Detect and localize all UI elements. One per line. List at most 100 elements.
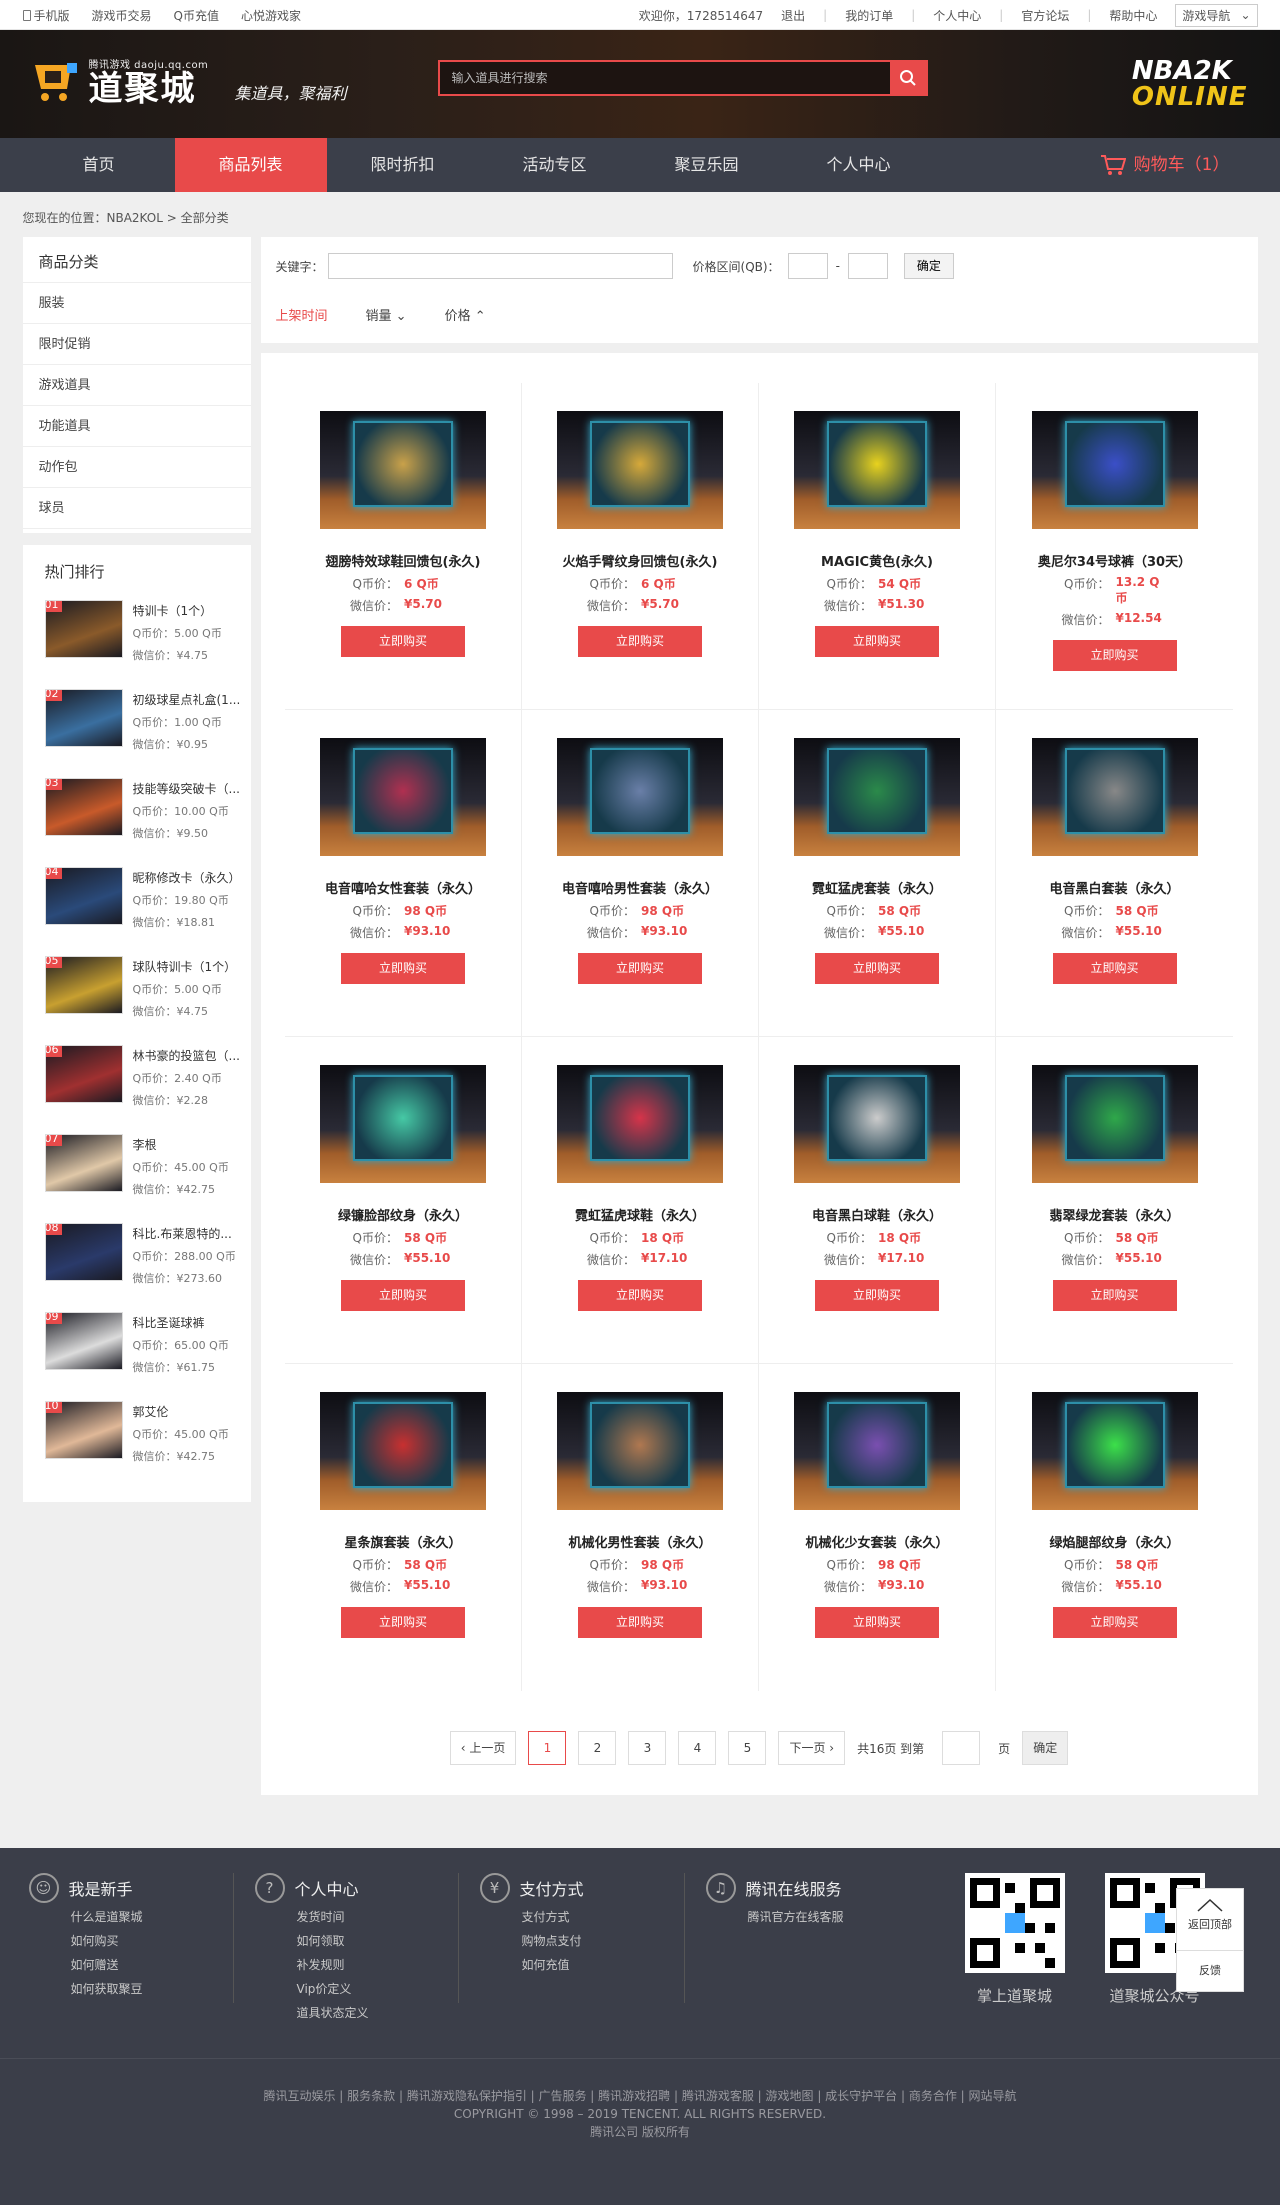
nba2k-online-logo[interactable]: NBA2K ONLINE <box>1132 58 1248 110</box>
category-item[interactable]: 游戏道具 <box>22 365 251 406</box>
product-name[interactable]: 霓虹猛虎球鞋（永久） <box>574 1209 705 1224</box>
filter-ok-button[interactable]: 确定 <box>903 253 954 279</box>
ranking-thumbnail[interactable]: 05 <box>44 956 123 1014</box>
product-name[interactable]: 火焰手臂纹身回馈包(永久) <box>562 555 718 570</box>
ranking-item[interactable]: 01 特训卡（1个） Q币价：5.00 Q币 微信价：¥4.75 <box>23 592 251 681</box>
product-image[interactable] <box>1031 411 1198 529</box>
nav-home[interactable]: 首页 <box>82 155 115 174</box>
xinyue-link[interactable]: 心悦游戏家 <box>240 8 301 23</box>
buy-now-button[interactable]: 立即购买 <box>1052 640 1177 671</box>
ranking-name[interactable]: 郭艾伦 <box>132 1405 169 1419</box>
product-name[interactable]: 电音嘻哈男性套装（永久） <box>561 882 718 897</box>
product-image[interactable] <box>1031 1065 1198 1183</box>
product-name[interactable]: 翅膀特效球鞋回馈包(永久) <box>325 555 481 570</box>
product-image[interactable] <box>557 1065 723 1183</box>
my-orders-link[interactable]: 我的订单 <box>845 8 894 23</box>
product-name[interactable]: 机械化男性套装（永久） <box>568 1536 712 1551</box>
category-item[interactable]: 功能道具 <box>22 406 251 447</box>
nav-personal-center[interactable]: 个人中心 <box>826 155 891 174</box>
cart-link[interactable]: 购物车（1） <box>1100 138 1230 192</box>
personal-center-link[interactable]: 个人中心 <box>933 8 982 23</box>
ranking-thumbnail[interactable]: 01 <box>44 600 123 658</box>
ranking-item[interactable]: 09 科比圣诞球裤 Q币价：65.00 Q币 微信价：¥61.75 <box>23 1304 251 1393</box>
qb-recharge-link[interactable]: Q币充值 <box>173 8 219 23</box>
buy-now-button[interactable]: 立即购买 <box>341 626 465 657</box>
footer-link[interactable]: 如何购买 <box>70 1934 119 1948</box>
feedback-button[interactable]: 反馈 <box>1199 1964 1221 1977</box>
product-image[interactable] <box>320 1392 486 1510</box>
footer-link[interactable]: 腾讯官方在线客服 <box>747 1910 844 1924</box>
product-image[interactable] <box>557 1392 723 1510</box>
footer-link[interactable]: 发货时间 <box>296 1910 345 1924</box>
footer-link[interactable]: 道具状态定义 <box>296 2006 369 2020</box>
ranking-thumbnail[interactable]: 06 <box>44 1045 123 1103</box>
page-5[interactable]: 5 <box>728 1731 767 1765</box>
footer-links[interactable]: 腾讯互动娱乐 | 服务条款 | 腾讯游戏隐私保护指引 | 广告服务 | 腾讯游戏… <box>263 2089 1017 2103</box>
prev-page-button[interactable]: ‹ 上一页 <box>449 1731 517 1765</box>
product-image[interactable] <box>794 738 960 856</box>
page-2[interactable]: 2 <box>578 1731 617 1765</box>
buy-now-button[interactable]: 立即购买 <box>341 953 465 984</box>
nav-flash-sale[interactable]: 限时折扣 <box>370 155 435 174</box>
goto-page-input[interactable] <box>942 1731 981 1765</box>
search-button[interactable] <box>889 62 926 94</box>
footer-link[interactable]: 补发规则 <box>296 1958 345 1972</box>
product-name[interactable]: 电音黑白套装（永久） <box>1049 882 1180 897</box>
product-image[interactable] <box>1031 1392 1198 1510</box>
footer-link[interactable]: 什么是道聚城 <box>70 1910 143 1924</box>
ranking-item[interactable]: 08 科比.布莱恩特的... Q币价：288.00 Q币 微信价：¥273.60 <box>23 1215 251 1304</box>
buy-now-button[interactable]: 立即购买 <box>1052 953 1177 984</box>
footer-link[interactable]: 购物点支付 <box>521 1934 582 1948</box>
buy-now-button[interactable]: 立即购买 <box>578 626 702 657</box>
sort-by-price[interactable]: 价格 ⌃ <box>444 309 486 324</box>
search-input[interactable] <box>439 62 890 94</box>
page-4[interactable]: 4 <box>678 1731 717 1765</box>
ranking-thumbnail[interactable]: 07 <box>44 1134 123 1192</box>
footer-link[interactable]: 支付方式 <box>521 1910 570 1924</box>
product-image[interactable] <box>557 738 723 856</box>
buy-now-button[interactable]: 立即购买 <box>578 1607 702 1638</box>
product-name[interactable]: 绿镰脸部纹身（永久） <box>337 1209 468 1224</box>
ranking-name[interactable]: 李根 <box>132 1138 157 1152</box>
sort-by-sales[interactable]: 销量 ⌄ <box>365 309 407 324</box>
ranking-thumbnail[interactable]: 02 <box>44 689 123 747</box>
ranking-name[interactable]: 特训卡（1个） <box>132 604 213 618</box>
price-max-input[interactable] <box>847 253 888 279</box>
buy-now-button[interactable]: 立即购买 <box>815 953 939 984</box>
ranking-thumbnail[interactable]: 08 <box>44 1223 123 1281</box>
mobile-link[interactable]: 手机版 <box>22 7 70 24</box>
buy-now-button[interactable]: 立即购买 <box>1052 1607 1177 1638</box>
help-center-link[interactable]: 帮助中心 <box>1109 8 1158 23</box>
ranking-name[interactable]: 林书豪的投篮包（... <box>132 1049 240 1063</box>
ranking-item[interactable]: 06 林书豪的投篮包（... Q币价：2.40 Q币 微信价：¥2.28 <box>23 1037 251 1126</box>
footer-link[interactable]: 如何赠送 <box>70 1958 119 1972</box>
product-name[interactable]: 星条旗套装（永久） <box>344 1536 462 1551</box>
price-min-input[interactable] <box>787 253 828 279</box>
ranking-name[interactable]: 科比.布莱恩特的... <box>132 1227 232 1241</box>
ranking-name[interactable]: 初级球星点礼盒(1... <box>132 693 241 707</box>
nav-product-list[interactable]: 商品列表 <box>174 138 327 192</box>
category-item[interactable]: 动作包 <box>22 447 251 488</box>
ranking-name[interactable]: 球队特训卡（1个） <box>132 960 237 974</box>
product-image[interactable] <box>557 411 723 529</box>
nav-judou-park[interactable]: 聚豆乐园 <box>674 155 739 174</box>
ranking-name[interactable]: 科比圣诞球裤 <box>132 1316 205 1330</box>
ranking-item[interactable]: 02 初级球星点礼盒(1... Q币价：1.00 Q币 微信价：¥0.95 <box>23 681 251 770</box>
buy-now-button[interactable]: 立即购买 <box>578 953 702 984</box>
ranking-name[interactable]: 昵称修改卡（永久） <box>132 871 241 885</box>
buy-now-button[interactable]: 立即购买 <box>815 1607 939 1638</box>
category-item[interactable]: 服装 <box>22 283 251 324</box>
product-image[interactable] <box>320 738 486 856</box>
ranking-item[interactable]: 10 郭艾伦 Q币价：45.00 Q币 微信价：¥42.75 <box>23 1393 251 1482</box>
footer-link[interactable]: 如何领取 <box>296 1934 345 1948</box>
ranking-item[interactable]: 03 技能等级突破卡（... Q币价：10.00 Q币 微信价：¥9.50 <box>23 770 251 859</box>
product-image[interactable] <box>794 1392 960 1510</box>
product-name[interactable]: 电音嘻哈女性套装（永久） <box>324 882 481 897</box>
back-to-top-button[interactable]: 返回顶部 <box>1177 1889 1243 1951</box>
buy-now-button[interactable]: 立即购买 <box>1052 1280 1177 1311</box>
buy-now-button[interactable]: 立即购买 <box>815 626 939 657</box>
game-nav-dropdown[interactable]: 游戏导航 ⌄ <box>1175 3 1258 27</box>
nav-events[interactable]: 活动专区 <box>522 155 587 174</box>
product-name[interactable]: 奥尼尔34号球裤（30天） <box>1037 555 1192 570</box>
product-image[interactable] <box>1031 738 1198 856</box>
